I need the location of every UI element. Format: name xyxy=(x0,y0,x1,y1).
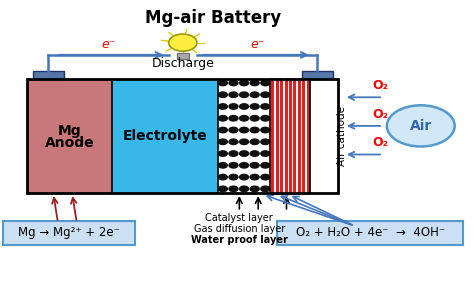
Circle shape xyxy=(250,127,259,133)
Text: Mg → Mg²⁺ + 2e⁻: Mg → Mg²⁺ + 2e⁻ xyxy=(18,227,120,240)
Circle shape xyxy=(261,116,270,121)
Text: Catalyst layer: Catalyst layer xyxy=(206,213,273,223)
Text: e⁻: e⁻ xyxy=(250,38,264,51)
Circle shape xyxy=(261,127,270,133)
Circle shape xyxy=(261,139,270,144)
Circle shape xyxy=(229,92,238,97)
Circle shape xyxy=(239,127,248,133)
Circle shape xyxy=(239,139,248,144)
Circle shape xyxy=(229,80,238,86)
Circle shape xyxy=(250,104,259,109)
Circle shape xyxy=(229,174,238,180)
Text: e⁻: e⁻ xyxy=(101,38,116,51)
Bar xyxy=(33,71,64,79)
Text: Anode: Anode xyxy=(45,136,94,150)
Text: Mg: Mg xyxy=(58,124,82,138)
Circle shape xyxy=(239,186,248,192)
Circle shape xyxy=(219,80,228,86)
Circle shape xyxy=(239,104,248,109)
Circle shape xyxy=(261,186,270,192)
Circle shape xyxy=(239,80,248,86)
FancyBboxPatch shape xyxy=(3,221,135,245)
Text: Air: Air xyxy=(410,119,432,133)
Circle shape xyxy=(219,186,228,192)
Text: Discharge: Discharge xyxy=(151,57,214,70)
Circle shape xyxy=(239,151,248,156)
Circle shape xyxy=(239,92,248,97)
Circle shape xyxy=(219,116,228,121)
Text: O₂: O₂ xyxy=(373,79,389,92)
Circle shape xyxy=(250,163,259,168)
Circle shape xyxy=(261,80,270,86)
Circle shape xyxy=(261,174,270,180)
Circle shape xyxy=(219,151,228,156)
Bar xyxy=(27,79,112,193)
Circle shape xyxy=(239,116,248,121)
Circle shape xyxy=(219,174,228,180)
Circle shape xyxy=(169,34,197,51)
Bar xyxy=(27,79,338,193)
Bar xyxy=(177,53,189,59)
Circle shape xyxy=(229,127,238,133)
Text: Air cathode: Air cathode xyxy=(337,106,347,166)
Circle shape xyxy=(261,104,270,109)
Circle shape xyxy=(239,163,248,168)
Circle shape xyxy=(250,186,259,192)
Text: O₂: O₂ xyxy=(373,136,389,149)
Circle shape xyxy=(250,92,259,97)
Text: O₂: O₂ xyxy=(373,108,389,121)
FancyBboxPatch shape xyxy=(277,221,463,245)
Circle shape xyxy=(219,127,228,133)
Text: Water proof layer: Water proof layer xyxy=(191,235,288,245)
Circle shape xyxy=(261,92,270,97)
Circle shape xyxy=(229,116,238,121)
Circle shape xyxy=(250,80,259,86)
Circle shape xyxy=(219,163,228,168)
Circle shape xyxy=(229,139,238,144)
Text: Gas diffusion layer: Gas diffusion layer xyxy=(194,224,285,234)
Circle shape xyxy=(219,92,228,97)
Bar xyxy=(302,71,333,79)
Circle shape xyxy=(261,151,270,156)
Circle shape xyxy=(250,174,259,180)
Circle shape xyxy=(229,151,238,156)
Circle shape xyxy=(229,186,238,192)
Bar xyxy=(218,79,338,193)
Circle shape xyxy=(250,116,259,121)
Text: O₂ + H₂O + 4e⁻  →  4OH⁻: O₂ + H₂O + 4e⁻ → 4OH⁻ xyxy=(296,227,445,240)
Circle shape xyxy=(387,105,455,147)
Circle shape xyxy=(250,139,259,144)
Text: Mg-air Battery: Mg-air Battery xyxy=(146,9,282,27)
Circle shape xyxy=(250,151,259,156)
Circle shape xyxy=(219,139,228,144)
Circle shape xyxy=(229,163,238,168)
Circle shape xyxy=(239,174,248,180)
Bar xyxy=(112,79,218,193)
Circle shape xyxy=(229,104,238,109)
Circle shape xyxy=(261,163,270,168)
Circle shape xyxy=(219,104,228,109)
Text: Electrolyte: Electrolyte xyxy=(123,129,208,143)
